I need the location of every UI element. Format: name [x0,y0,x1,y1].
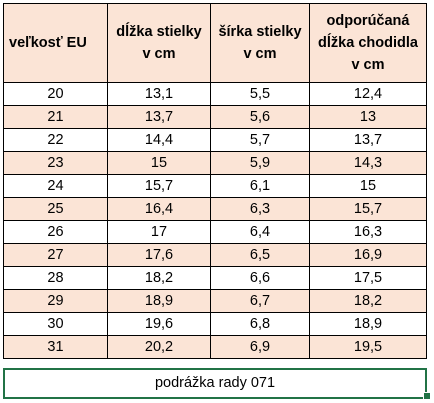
cell-insole-length[interactable]: 17 [107,220,211,244]
header-label: šírka stielky [218,24,302,40]
table-row: 28 18,2 6,6 17,5 [3,266,427,290]
header-eu-size[interactable]: veľkosť EU [3,3,108,83]
cell-eu-size[interactable]: 29 [3,289,108,313]
cell-eu-size[interactable]: 27 [3,243,108,267]
fill-handle[interactable] [423,392,431,400]
cell-insole-width[interactable]: 6,6 [210,266,310,290]
table-row: 21 13,7 5,6 13 [3,105,427,129]
table-header: veľkosť EU dĺžka stielky v cm šírka stie… [3,3,427,83]
table-row: 24 15,7 6,1 15 [3,174,427,198]
cell-foot-length[interactable]: 15,7 [309,197,427,221]
cell-eu-size[interactable]: 25 [3,197,108,221]
cell-insole-width[interactable]: 6,3 [210,197,310,221]
cell-insole-width[interactable]: 5,5 [210,82,310,106]
cell-insole-width[interactable]: 5,9 [210,151,310,175]
table-row: 29 18,9 6,7 18,2 [3,289,427,313]
header-label: veľkosť EU [9,35,87,51]
cell-foot-length[interactable]: 18,2 [309,289,427,313]
cell-eu-size[interactable]: 23 [3,151,108,175]
cell-insole-length[interactable]: 13,7 [107,105,211,129]
cell-insole-width[interactable]: 6,8 [210,312,310,336]
cell-eu-size[interactable]: 26 [3,220,108,244]
cell-insole-length[interactable]: 14,4 [107,128,211,152]
cell-insole-width[interactable]: 5,7 [210,128,310,152]
table-row: 30 19,6 6,8 18,9 [3,312,427,336]
cell-eu-size[interactable]: 31 [3,335,108,359]
table-row: 26 17 6,4 16,3 [3,220,427,244]
cell-foot-length[interactable]: 12,4 [309,82,427,106]
spreadsheet-area: veľkosť EU dĺžka stielky v cm šírka stie… [3,3,427,359]
table-row: 22 14,4 5,7 13,7 [3,128,427,152]
cell-insole-length[interactable]: 18,2 [107,266,211,290]
cell-insole-width[interactable]: 6,1 [210,174,310,198]
cell-insole-length[interactable]: 19,6 [107,312,211,336]
cell-insole-length[interactable]: 18,9 [107,289,211,313]
cell-insole-length[interactable]: 13,1 [107,82,211,106]
header-insole-width[interactable]: šírka stielky v cm [210,3,310,83]
cell-insole-length[interactable]: 20,2 [107,335,211,359]
cell-foot-length[interactable]: 17,5 [309,266,427,290]
header-row: veľkosť EU dĺžka stielky v cm šírka stie… [3,3,427,83]
cell-foot-length[interactable]: 13,7 [309,128,427,152]
header-label: dĺžka stielky [116,24,202,40]
cell-foot-length[interactable]: 18,9 [309,312,427,336]
header-insole-length[interactable]: dĺžka stielky v cm [107,3,211,83]
cell-foot-length[interactable]: 13 [309,105,427,129]
cell-insole-length[interactable]: 16,4 [107,197,211,221]
cell-insole-length[interactable]: 15,7 [107,174,211,198]
cell-foot-length[interactable]: 19,5 [309,335,427,359]
cell-insole-width[interactable]: 6,5 [210,243,310,267]
cell-insole-length[interactable]: 17,6 [107,243,211,267]
table-row: 25 16,4 6,3 15,7 [3,197,427,221]
cell-eu-size[interactable]: 20 [3,82,108,106]
cell-eu-size[interactable]: 21 [3,105,108,129]
table-row: 20 13,1 5,5 12,4 [3,82,427,106]
header-label: odporúčaná [326,13,410,29]
cell-eu-size[interactable]: 30 [3,312,108,336]
cell-eu-size[interactable]: 28 [3,266,108,290]
cell-insole-width[interactable]: 6,7 [210,289,310,313]
header-label: v cm [243,46,277,62]
cell-insole-length[interactable]: 15 [107,151,211,175]
table-row: 27 17,6 6,5 16,9 [3,243,427,267]
cell-foot-length[interactable]: 14,3 [309,151,427,175]
header-label: dĺžka chodidla [318,35,418,51]
table-row: 31 20,2 6,9 19,5 [3,335,427,359]
cell-foot-length[interactable]: 16,3 [309,220,427,244]
selected-footer-cell[interactable]: podrážka rady 071 [3,368,427,399]
cell-eu-size[interactable]: 24 [3,174,108,198]
cell-foot-length[interactable]: 16,9 [309,243,427,267]
header-label: v cm [351,57,385,73]
table-row: 23 15 5,9 14,3 [3,151,427,175]
header-recommended-foot-length[interactable]: odporúčaná dĺžka chodidla v cm [309,3,427,83]
table-body: 20 13,1 5,5 12,4 21 13,7 5,6 13 22 14,4 … [3,82,427,359]
size-chart-table: veľkosť EU dĺžka stielky v cm šírka stie… [3,3,427,359]
header-label: v cm [142,46,176,62]
cell-foot-length[interactable]: 15 [309,174,427,198]
cell-eu-size[interactable]: 22 [3,128,108,152]
cell-insole-width[interactable]: 6,9 [210,335,310,359]
cell-insole-width[interactable]: 5,6 [210,105,310,129]
cell-insole-width[interactable]: 6,4 [210,220,310,244]
